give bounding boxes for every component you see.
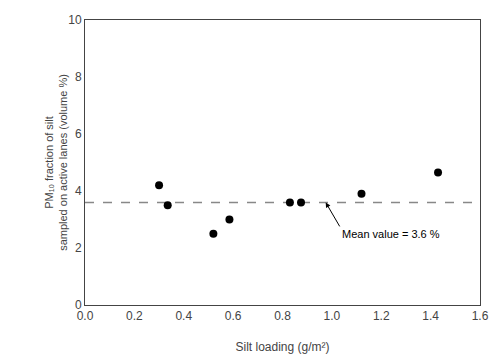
svg-text:1.6: 1.6 bbox=[472, 309, 489, 323]
svg-text:Silt loading (g/m²): Silt loading (g/m²) bbox=[235, 340, 329, 354]
svg-text:0.0: 0.0 bbox=[77, 309, 94, 323]
svg-text:0.2: 0.2 bbox=[126, 309, 143, 323]
svg-text:PM₁₀ fraction of siltsampled o: PM₁₀ fraction of siltsampled on active l… bbox=[43, 74, 69, 251]
svg-text:1.2: 1.2 bbox=[373, 309, 390, 323]
svg-text:0.8: 0.8 bbox=[274, 309, 291, 323]
svg-text:0.4: 0.4 bbox=[175, 309, 192, 323]
svg-text:0: 0 bbox=[75, 298, 82, 312]
svg-text:1.4: 1.4 bbox=[422, 309, 439, 323]
svg-text:Mean value = 3.6 %: Mean value = 3.6 % bbox=[342, 228, 440, 240]
svg-text:8: 8 bbox=[75, 70, 82, 84]
svg-text:4: 4 bbox=[75, 184, 82, 198]
svg-text:1.0: 1.0 bbox=[324, 309, 341, 323]
svg-text:10: 10 bbox=[68, 13, 82, 27]
svg-text:2: 2 bbox=[75, 241, 82, 255]
svg-text:0.6: 0.6 bbox=[225, 309, 242, 323]
svg-text:6: 6 bbox=[75, 127, 82, 141]
